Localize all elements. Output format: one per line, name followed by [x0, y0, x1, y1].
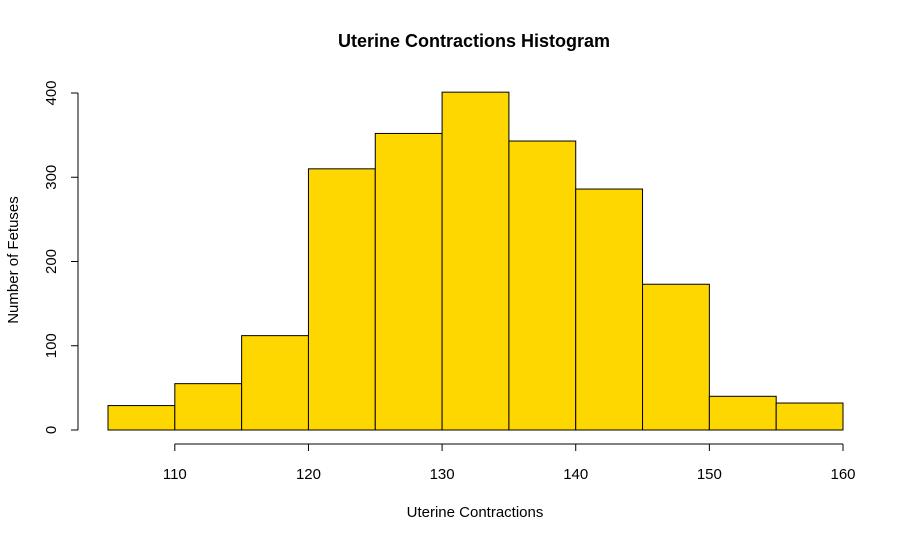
- x-tick-label-160: 160: [830, 466, 855, 483]
- y-tick-label-100: 100: [43, 333, 60, 358]
- x-tick-label-130: 130: [430, 466, 455, 483]
- x-axis-label: Uterine Contractions: [407, 504, 544, 521]
- histogram-bar-8: [642, 283, 710, 431]
- histogram-bar-9: [708, 395, 777, 431]
- histogram-bar-5: [441, 91, 510, 431]
- y-tick-label-200: 200: [43, 249, 60, 274]
- histogram-bar-4: [374, 132, 443, 431]
- histogram-bar-3: [307, 168, 376, 431]
- histogram-bar-1: [174, 383, 243, 431]
- y-tick-label-300: 300: [43, 165, 60, 190]
- y-tick-label-0: 0: [43, 426, 60, 434]
- chart-title: Uterine Contractions Histogram: [338, 31, 610, 51]
- y-tick-label-400: 400: [43, 80, 60, 105]
- x-tick-label-150: 150: [697, 466, 722, 483]
- y-axis-label: Number of Fetuses: [5, 196, 22, 324]
- histogram-bar-0: [107, 405, 176, 431]
- histogram-bar-2: [241, 335, 309, 431]
- x-tick-label-140: 140: [563, 466, 588, 483]
- x-axis: 110 120 130 140 150 160: [163, 443, 856, 483]
- x-tick-label-120: 120: [296, 466, 321, 483]
- bars-group: [107, 91, 844, 431]
- histogram-bar-10: [775, 402, 844, 431]
- y-axis: 0 100 200 300 400: [43, 80, 79, 434]
- histogram-bar-7: [575, 188, 644, 431]
- x-tick-label-110: 110: [163, 466, 187, 483]
- histogram-bar-6: [508, 140, 577, 431]
